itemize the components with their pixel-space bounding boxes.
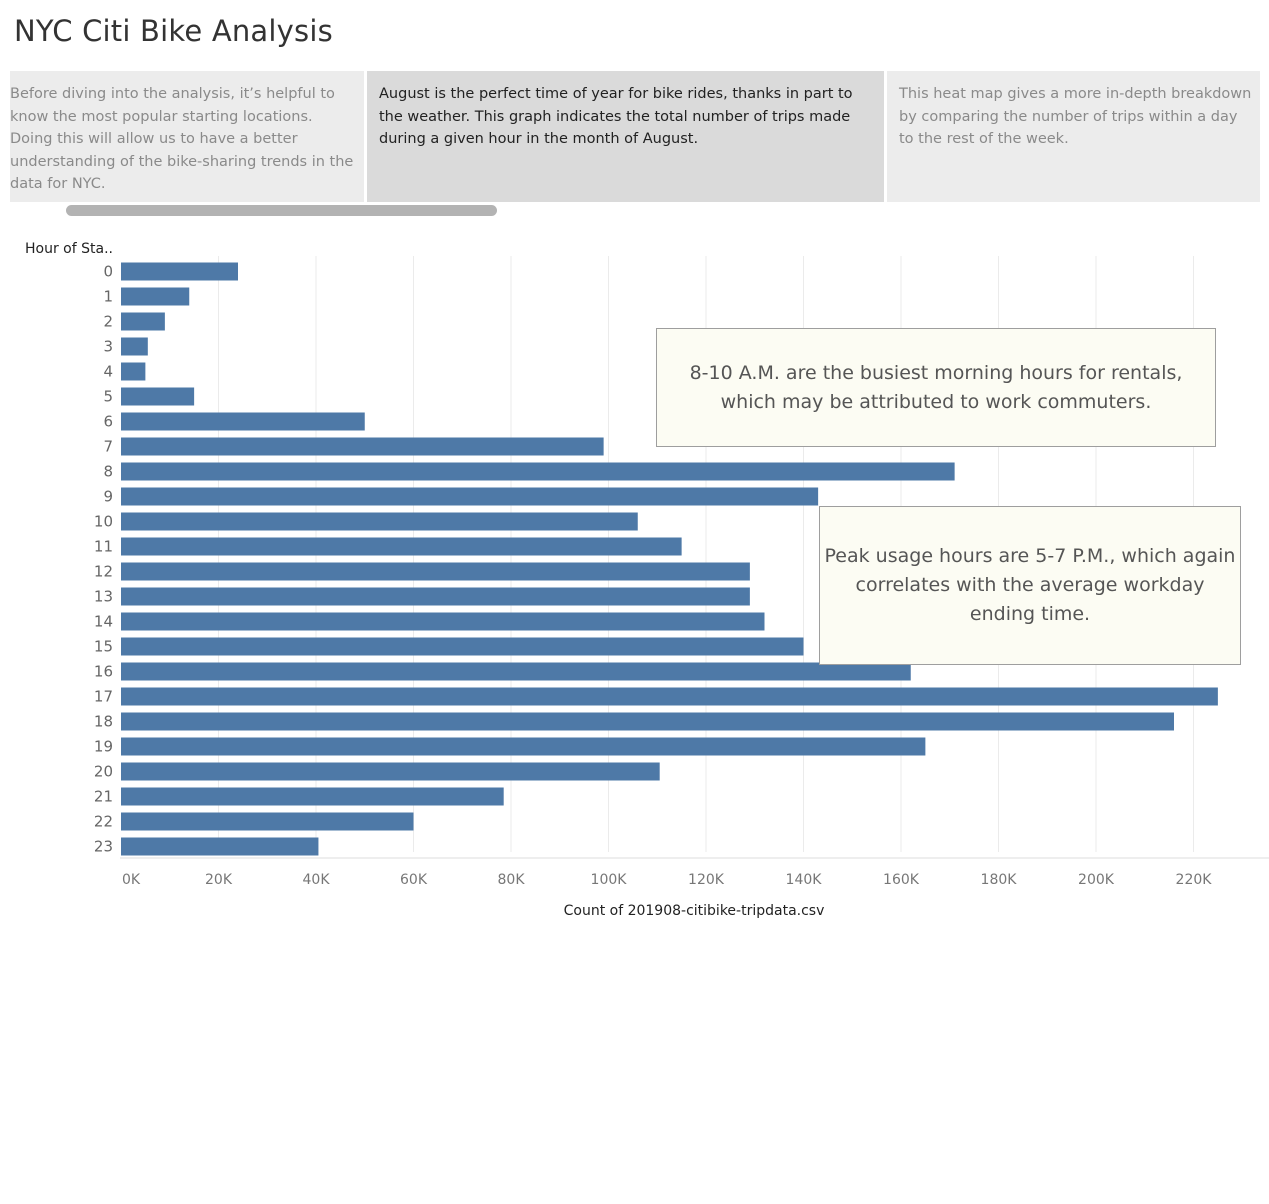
y-tick-label: 18 [94, 713, 113, 731]
y-tick-label: 7 [103, 438, 113, 456]
x-tick-label: 200K [1078, 872, 1115, 888]
y-axis-title: Hour of Sta.. [25, 241, 113, 257]
y-tick-label: 20 [94, 763, 113, 781]
x-tick-label: 100K [591, 872, 628, 888]
story-navigator: Before diving into the analysis, it’s he… [10, 71, 1260, 203]
y-tick-label: 13 [94, 588, 113, 606]
bar-hour-16[interactable] [121, 662, 911, 681]
bar-hour-15[interactable] [121, 637, 804, 656]
y-tick-label: 9 [103, 488, 113, 506]
x-tick-label: 20K [205, 872, 233, 888]
bar-hour-6[interactable] [121, 412, 365, 431]
bar-hour-14[interactable] [121, 612, 765, 631]
x-tick-label: 40K [303, 872, 331, 888]
annotation-morning: 8-10 A.M. are the busiest morning hours … [656, 328, 1216, 447]
story-scrollbar[interactable] [66, 205, 497, 216]
bar-hour-11[interactable] [121, 537, 682, 556]
x-tick-label: 220K [1176, 872, 1213, 888]
x-tick-label: 60K [400, 872, 428, 888]
bar-hour-5[interactable] [121, 387, 195, 406]
y-tick-label: 3 [103, 338, 113, 356]
x-tick-label: 160K [883, 872, 920, 888]
bar-hour-4[interactable] [121, 362, 146, 381]
story-point-1[interactable]: Before diving into the analysis, it’s he… [10, 71, 364, 202]
bar-hour-20[interactable] [121, 762, 660, 781]
story-point-text: This heat map gives a more in-depth brea… [899, 86, 1252, 147]
annotation-evening-text: Peak usage hours are 5-7 P.M., which aga… [824, 545, 1236, 625]
bar-hour-17[interactable] [121, 687, 1218, 706]
bar-hour-22[interactable] [121, 812, 414, 831]
x-tick-label: 140K [786, 872, 823, 888]
bar-hour-3[interactable] [121, 337, 148, 356]
x-tick-label: 0K [122, 872, 141, 888]
x-tick-labels: 0K 20K 40K 60K 80K 100K 120K 140K 160K 180K 200K 22… [122, 872, 1212, 888]
bar-hour-19[interactable] [121, 737, 926, 756]
y-tick-label: 11 [94, 538, 113, 556]
bar-hour-2[interactable] [121, 312, 165, 331]
y-tick-label: 10 [94, 513, 113, 531]
x-tick-label: 180K [981, 872, 1018, 888]
y-tick-label: 19 [94, 738, 113, 756]
y-tick-label: 8 [103, 463, 113, 481]
x-tick-label: 80K [498, 872, 526, 888]
bars [121, 262, 1218, 856]
bar-hour-7[interactable] [121, 437, 604, 456]
bar-hour-1[interactable] [121, 287, 190, 306]
y-tick-label: 14 [94, 613, 113, 631]
y-tick-label: 21 [94, 788, 113, 806]
bar-hour-23[interactable] [121, 837, 319, 856]
bar-hour-10[interactable] [121, 512, 638, 531]
story-point-text: August is the perfect time of year for b… [379, 86, 853, 147]
y-tick-label: 6 [103, 413, 113, 431]
y-tick-label: 2 [103, 313, 113, 331]
bar-hour-13[interactable] [121, 587, 750, 606]
story-point-3[interactable]: This heat map gives a more in-depth brea… [887, 71, 1260, 202]
y-tick-label: 0 [103, 263, 113, 281]
story-point-text: Before diving into the analysis, it’s he… [10, 86, 354, 192]
y-tick-label: 1 [103, 288, 113, 306]
y-tick-label: 4 [103, 363, 113, 381]
bar-hour-8[interactable] [121, 462, 955, 481]
y-tick-label: 22 [94, 813, 113, 831]
x-axis-title: Count of 201908-citibike-tripdata.csv [564, 903, 825, 919]
bar-hour-9[interactable] [121, 487, 819, 506]
annotation-evening: Peak usage hours are 5-7 P.M., which aga… [819, 506, 1241, 665]
y-tick-label: 12 [94, 563, 113, 581]
bar-hour-21[interactable] [121, 787, 504, 806]
bar-hour-12[interactable] [121, 562, 750, 581]
bar-hour-0[interactable] [121, 262, 238, 281]
y-tick-label: 15 [94, 638, 113, 656]
page-title: NYC Citi Bike Analysis [14, 14, 333, 48]
y-tick-label: 16 [94, 663, 113, 681]
y-tick-label: 17 [94, 688, 113, 706]
bar-hour-18[interactable] [121, 712, 1174, 731]
annotation-morning-text: 8-10 A.M. are the busiest morning hours … [689, 361, 1183, 413]
story-point-2[interactable]: August is the perfect time of year for b… [367, 71, 884, 202]
y-tick-label: 23 [94, 838, 113, 856]
y-tick-label: 5 [103, 388, 113, 406]
x-tick-label: 120K [688, 872, 725, 888]
